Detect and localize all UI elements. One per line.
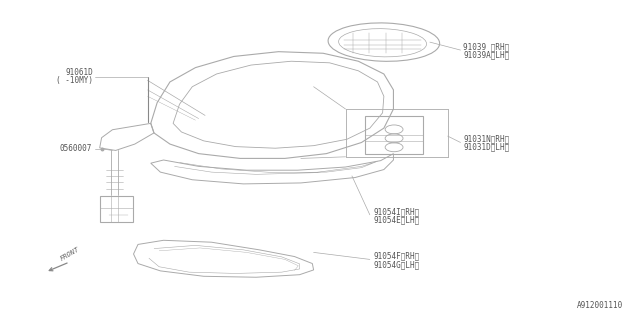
Text: 91039 〈RH〉: 91039 〈RH〉 [463, 42, 509, 52]
Text: A912001110: A912001110 [577, 301, 623, 310]
Text: 91054I〈RH〉: 91054I〈RH〉 [373, 207, 419, 216]
Text: ( -10MY): ( -10MY) [56, 76, 93, 85]
Text: 91054E〈LH〉: 91054E〈LH〉 [373, 215, 419, 224]
Text: 91054G〈LH〉: 91054G〈LH〉 [373, 260, 419, 269]
Text: 91031D〈LH〉: 91031D〈LH〉 [463, 143, 509, 152]
Text: 91031N〈RH〉: 91031N〈RH〉 [463, 135, 509, 144]
Text: 91061D: 91061D [65, 68, 93, 77]
Bar [100, 196, 133, 222]
Bar [365, 116, 424, 154]
Text: 91054F〈RH〉: 91054F〈RH〉 [373, 252, 419, 261]
Text: 91039A〈LH〉: 91039A〈LH〉 [463, 50, 509, 59]
Text: 0560007: 0560007 [60, 144, 92, 153]
Text: FRONT: FRONT [60, 246, 81, 262]
